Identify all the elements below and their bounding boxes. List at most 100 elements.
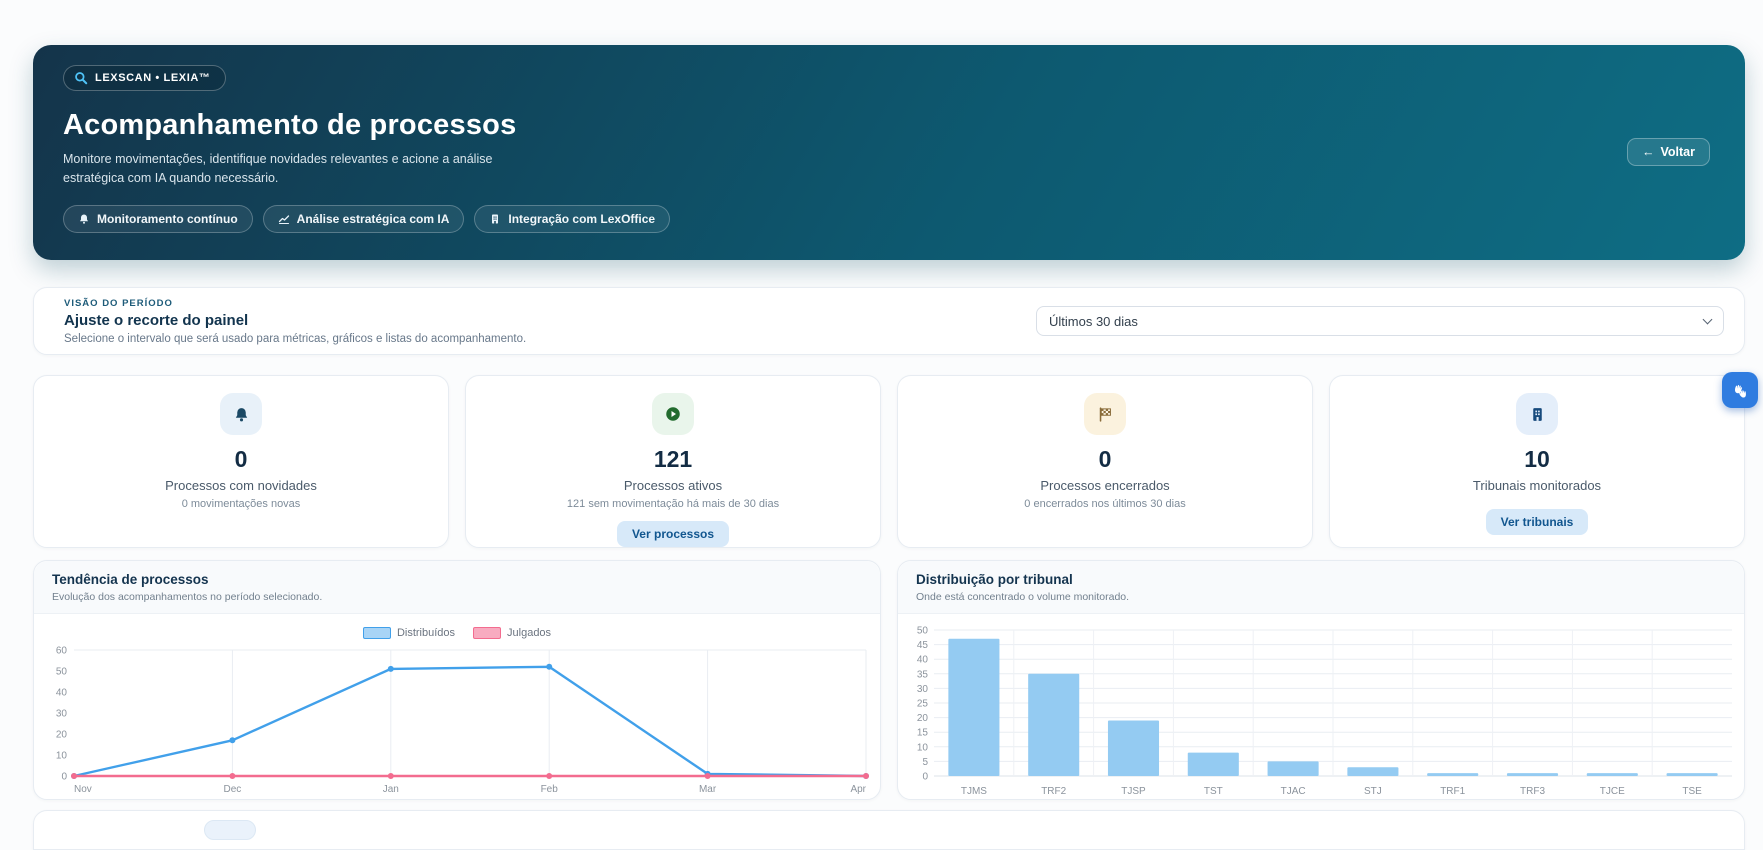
trend-chart-body: Distribuídos Julgados 0 10 20 30 40 50 60 Nov Dec… [34,614,880,799]
stat-sublabel: 0 movimentações novas [181,498,301,510]
checkered-flag-icon [1084,393,1126,435]
back-button[interactable]: ← Voltar [1627,138,1710,166]
svg-text:20: 20 [56,730,68,741]
period-select[interactable]: Últimos 30 dias [1036,306,1724,336]
ver-processos-button[interactable]: Ver processos [616,521,730,547]
stat-card-encerrados: 0 Processos encerrados 0 encerrados nos … [897,375,1313,548]
trend-chart-legend: Distribuídos Julgados [34,614,880,642]
svg-text:30: 30 [56,709,68,720]
svg-text:0: 0 [922,772,928,783]
svg-text:TST: TST [1204,786,1223,797]
stat-value: 0 [1098,446,1112,472]
svg-text:50: 50 [56,667,68,678]
period-select-value: Últimos 30 dias [1049,313,1138,329]
legend-label: Distribuídos [396,626,456,639]
stat-sublabel: 121 sem movimentação há mais de 30 dias [566,498,780,510]
page-title: Acompanhamento de processos [63,109,517,141]
svg-text:Dec: Dec [224,784,242,795]
chip-analysis: Análise estratégica com IA [262,204,465,233]
magnifier-icon [75,72,88,85]
trend-chart-title: Tendência de processos [52,572,209,587]
stat-label: Tribunais monitorados [1472,478,1602,493]
stat-label: Processos com novidades [165,478,317,493]
data-point [863,773,869,779]
bar-stj [1347,767,1399,776]
ver-tribunais-button[interactable]: Ver tribunais [1485,509,1589,535]
chip-monitoring: Monitoramento contínuo [63,204,253,233]
bell-icon [220,393,262,435]
back-arrow-icon: ← [1642,145,1655,159]
svg-text:TJAC: TJAC [1281,786,1306,797]
chip-analysis-label: Análise estratégica com IA [296,211,450,226]
svg-text:40: 40 [56,688,68,699]
chip-integration: Integração com LexOffice [474,204,671,233]
period-copy: VISÃO DO PERÍODO Ajuste o recorte do pai… [64,298,526,345]
distribution-chart-subtitle: Onde está concentrado o volume monitorad… [916,591,1130,603]
accessibility-widget-button[interactable] [1722,372,1758,408]
data-point [387,665,394,672]
svg-text:TJCE: TJCE [1600,786,1625,797]
brand-badge: LEXSCAN • LEXIA™ [63,65,226,91]
svg-text:60: 60 [56,646,68,657]
svg-text:TRF3: TRF3 [1520,786,1545,797]
svg-text:Nov: Nov [74,784,92,795]
svg-text:15: 15 [917,728,929,739]
legend-swatch [362,626,391,639]
bar-trf3 [1506,773,1559,776]
stat-card-novidades: 0 Processos com novidades 0 movimentaçõe… [33,375,449,548]
brand-badge-label: LEXSCAN • LEXIA™ [95,72,211,84]
bar-tst [1187,752,1239,776]
legend-label: Julgados [507,626,552,639]
office-building-icon [492,214,499,224]
page-subtitle: Monitore movimentações, identifique novi… [63,152,493,186]
bar-tjsp [1107,720,1160,776]
svg-text:Feb: Feb [541,784,559,795]
play-icon [652,393,694,435]
chip-monitoring-label: Monitoramento contínuo [97,211,238,226]
svg-text:50: 50 [917,626,929,637]
bell-icon [80,214,88,224]
period-panel: VISÃO DO PERÍODO Ajuste o recorte do pai… [33,287,1745,355]
svg-text:10: 10 [917,742,929,753]
trend-line-svg: 0 10 20 30 40 50 60 Nov Dec Jan Feb Mar Apr [56,646,869,795]
svg-text:TJMS: TJMS [961,786,987,797]
data-point [704,773,711,779]
legend-item[interactable]: Julgados [473,623,551,642]
svg-text:40: 40 [917,655,929,666]
legend-item[interactable]: Distribuídos [362,623,456,642]
period-eyebrow: VISÃO DO PERÍODO [64,297,173,309]
partial-section-pill [204,820,256,840]
svg-text:0: 0 [61,772,67,783]
trend-line-chart: 0 10 20 30 40 50 60 Nov Dec Jan Feb Mar Apr [34,642,880,799]
svg-text:35: 35 [917,669,929,680]
bar-tjac [1267,761,1319,776]
bar-tjms [948,638,1000,776]
svg-text:TRF1: TRF1 [1440,786,1465,797]
svg-text:TSE: TSE [1682,786,1702,797]
chevron-down-icon [1702,314,1713,324]
trend-chart-header: Tendência de processos Evolução dos acom… [34,561,880,614]
legend-swatch [473,626,502,639]
svg-text:Jan: Jan [383,784,399,795]
svg-text:5: 5 [922,757,928,768]
distribution-chart-header: Distribuição por tribunal Onde está conc… [898,561,1744,614]
stat-value: 10 [1524,446,1550,472]
sign-language-hands-icon [1734,385,1746,398]
svg-text:TRF2: TRF2 [1041,786,1066,797]
back-button-label: Voltar [1660,145,1696,159]
trend-chart-card: Tendência de processos Evolução dos acom… [33,560,881,800]
svg-text:TJSP: TJSP [1121,786,1146,797]
data-point [229,737,236,744]
svg-text:Apr: Apr [850,784,866,795]
data-point [71,773,77,779]
feature-chips: Monitoramento contínuo Análise estratégi… [63,204,1715,233]
bar-trf2 [1028,673,1080,776]
bar-trf1 [1427,773,1479,776]
distribution-chart-title: Distribuição por tribunal [916,572,1073,587]
svg-text:25: 25 [917,699,929,710]
stat-label: Processos ativos [623,478,723,493]
hero-banner: LEXSCAN • LEXIA™ Acompanhamento de proce… [33,45,1745,260]
svg-text:45: 45 [917,640,929,651]
svg-text:STJ: STJ [1364,786,1382,797]
stats-row: 0 Processos com novidades 0 movimentaçõe… [33,375,1745,548]
